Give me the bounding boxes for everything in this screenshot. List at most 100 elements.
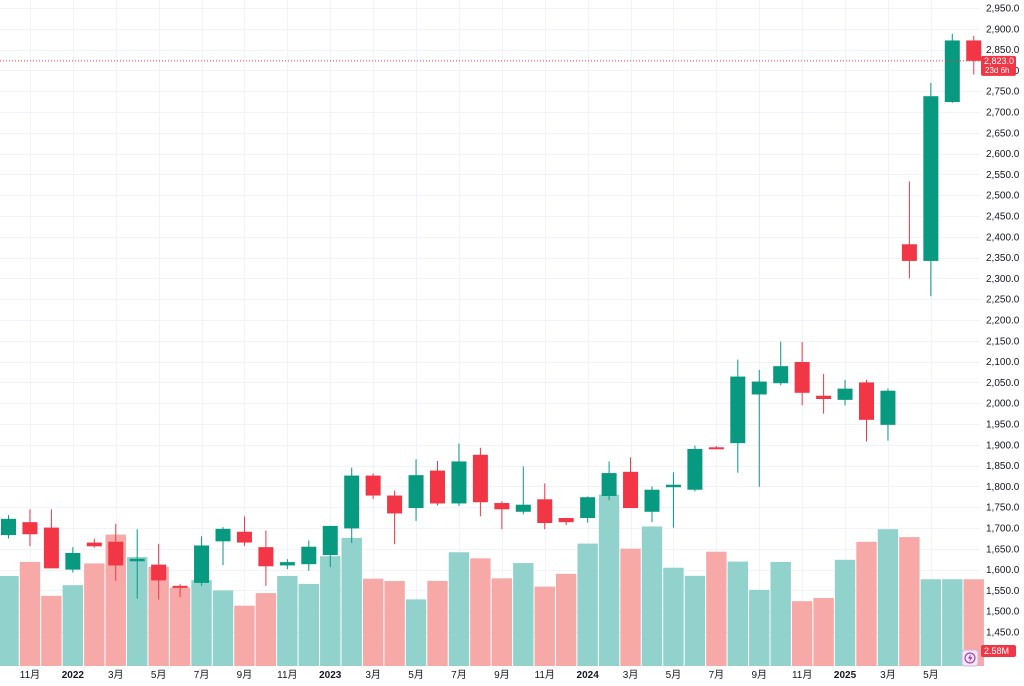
price-tick-label: 2,350.0 [986,253,1020,264]
price-tick-label: 1,850.0 [986,461,1020,472]
candle [880,388,896,441]
candle [537,483,553,530]
volume-tag: 2.58M [981,645,1016,657]
candle-body [86,542,102,547]
volume-bar [448,552,470,666]
candle-body [944,40,960,103]
candle [966,35,982,75]
price-tick-label: 2,100.0 [986,357,1020,368]
time-tick-label: 3月 [623,669,639,681]
bar-countdown: 23d 6h [985,66,1009,75]
volume-bar [105,534,126,666]
candle [22,509,38,547]
volume-bar [813,597,834,666]
candle-body [837,388,853,400]
candle-body [923,96,939,261]
price-tick-label: 1,750.0 [986,503,1020,514]
candle [194,536,210,586]
candle-body [751,381,767,395]
price-tick-label: 2,300.0 [986,274,1020,285]
candle [816,374,832,414]
candle-body [901,244,917,261]
volume-bar [834,559,856,666]
candle-body [537,499,553,524]
candle [644,486,660,523]
candle [580,496,596,523]
lightning-icon[interactable] [961,649,979,667]
candle-body [387,495,403,514]
candle-body [730,376,746,444]
price-tick-label: 1,700.0 [986,524,1020,535]
price-tick-label: 1,550.0 [986,586,1020,597]
volume-bar [84,563,105,666]
candle-body [687,448,703,490]
candle [258,530,274,586]
candle [430,461,445,506]
price-tick-label: 2,200.0 [986,316,1020,327]
time-axis[interactable]: 11月 2022 3月 5月 7月 9月 11月 2023 3月 5月 7月 9月 11月 2024 3月 5… [20,669,939,681]
volume-bar [212,590,234,666]
price-tick-label: 1,950.0 [986,420,1020,431]
candle-body [966,40,982,61]
candle [794,342,810,406]
volume-bar [41,595,62,666]
candle [65,547,81,573]
candle-body [322,525,338,556]
price-tick-label: 1,650.0 [986,544,1020,555]
candle [365,473,381,499]
time-tick-label: 3月 [108,669,124,681]
price-tick-label: 2,400.0 [986,232,1020,243]
time-tick-label: 3月 [365,669,381,681]
candle [708,446,724,450]
candle [687,445,703,492]
price-tick-label: 2,900.0 [986,24,1020,35]
candle [859,379,874,442]
candle [387,490,403,545]
candle-body [365,475,381,496]
volume-bar [127,557,148,666]
time-tick-label: 5月 [666,669,682,681]
candle-body [344,475,360,529]
volume-bar [598,494,620,666]
candle [129,529,145,599]
volume-bar [148,567,169,666]
candle [558,518,574,526]
time-tick-label: 2025 [834,670,857,681]
candle-body [279,562,295,566]
candle-body [794,362,810,393]
candle-body [451,461,467,504]
price-tick-label: 2,750.0 [986,87,1020,98]
price-tick-label: 2,700.0 [986,108,1020,119]
candle-body [708,447,724,450]
time-tick-label: 11月 [277,669,297,681]
candle-body [515,504,531,512]
candle [923,82,939,297]
candle-body [151,564,167,581]
volume-bar [706,551,727,666]
price-tick-label: 2,600.0 [986,149,1020,160]
candle [944,33,960,103]
candle [837,379,853,406]
time-tick-label: 11月 [20,669,40,681]
candle [151,543,167,600]
candle-body [43,527,59,569]
volume-bar [534,586,555,666]
volume-bar [255,593,277,666]
price-tick-label: 2,150.0 [986,336,1020,347]
candle-body [301,546,317,565]
volume-bar [963,579,984,666]
volume-bars [0,494,984,666]
volume-bar [234,605,255,666]
candle-body [880,390,896,425]
candle [215,527,231,566]
time-tick-label: 9月 [751,669,767,681]
candle-body [129,558,145,562]
candle-body [665,484,681,488]
candle-body [215,528,231,542]
volume-bar [727,561,748,666]
price-axis[interactable]: 2,950.02,900.02,850.02,800.02,750.02,700… [986,4,1020,639]
candle-body [22,522,38,535]
candle-body [108,541,124,566]
candle [408,459,424,521]
